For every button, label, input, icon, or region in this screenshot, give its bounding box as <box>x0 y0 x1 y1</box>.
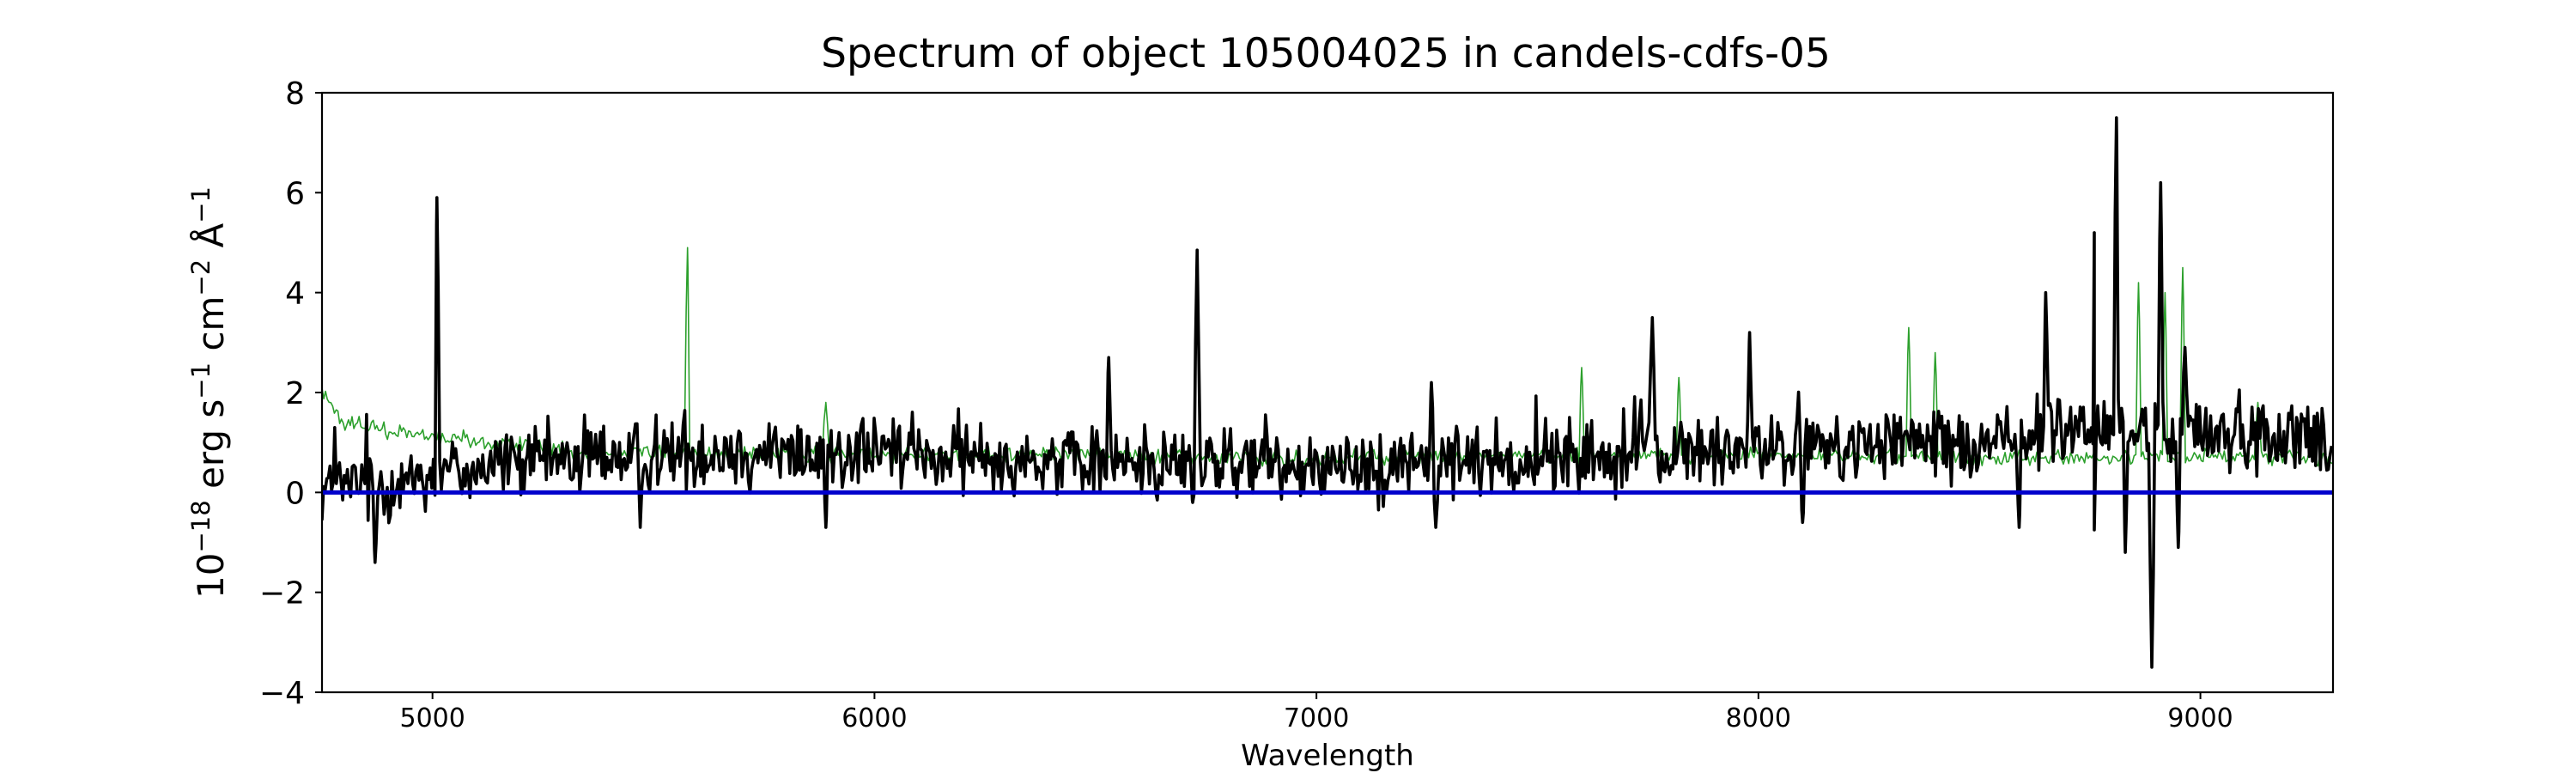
x-tick-label: 5000 <box>400 703 465 733</box>
y-label-part: 10 <box>190 553 232 599</box>
y-axis-label: 10−18 erg s−1 cm−2 Å−1 <box>186 186 232 599</box>
x-tick-label: 6000 <box>841 703 907 733</box>
y-tick-label: −4 <box>259 676 305 711</box>
y-label-sup: −1 <box>186 186 216 223</box>
y-axis: −4 −2 0 2 4 6 8 <box>259 76 322 711</box>
y-label-sup: −18 <box>186 500 216 552</box>
y-label-part: cm <box>190 296 232 362</box>
x-axis: 5000 6000 7000 8000 9000 <box>400 692 2233 733</box>
y-tick-label: 6 <box>285 176 305 211</box>
y-label-sup: −2 <box>186 259 216 296</box>
y-tick-label: −2 <box>259 576 305 612</box>
y-label-part: Å <box>189 223 232 259</box>
y-label-sup: −1 <box>186 362 216 399</box>
plot-area <box>322 116 2333 669</box>
flux-series-line <box>322 116 2333 669</box>
y-tick-label: 0 <box>285 476 305 511</box>
y-tick-label: 4 <box>285 277 305 312</box>
y-tick-label: 8 <box>285 76 305 112</box>
x-tick-label: 8000 <box>1726 703 1791 733</box>
y-label-part: erg s <box>190 399 232 501</box>
x-axis-label: Wavelength <box>1241 739 1414 773</box>
chart-title: Spectrum of object 105004025 in candels-… <box>821 30 1831 77</box>
x-tick-label: 7000 <box>1284 703 1349 733</box>
x-tick-label: 9000 <box>2167 703 2233 733</box>
y-tick-label: 2 <box>285 376 305 411</box>
